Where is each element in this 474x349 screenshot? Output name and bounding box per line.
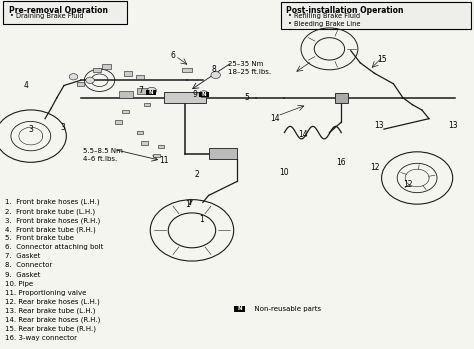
Text: 2.  Front brake tube (L.H.): 2. Front brake tube (L.H.) (5, 208, 95, 215)
Text: 25–35 Nm
18–25 ft.lbs.: 25–35 Nm 18–25 ft.lbs. (228, 61, 271, 75)
Text: 12: 12 (403, 180, 412, 190)
Bar (153, 154, 160, 157)
Text: 16. 3-way connector: 16. 3-way connector (5, 335, 77, 341)
Bar (118, 91, 133, 98)
Text: 5.  Front brake tube: 5. Front brake tube (5, 235, 73, 241)
Text: N: N (148, 90, 153, 95)
Text: 15: 15 (377, 55, 386, 64)
Bar (115, 120, 122, 124)
Bar (335, 93, 348, 103)
Text: 3.  Front brake hoses (R.H.): 3. Front brake hoses (R.H.) (5, 217, 100, 224)
Circle shape (86, 77, 94, 83)
Text: 14: 14 (299, 130, 308, 139)
Text: 5: 5 (244, 93, 249, 102)
Bar (137, 131, 143, 134)
Text: 13: 13 (448, 121, 457, 130)
Text: 7.  Gasket: 7. Gasket (5, 253, 40, 259)
Text: 4: 4 (24, 81, 28, 90)
Text: 9.  Gasket: 9. Gasket (5, 272, 40, 277)
Text: 1: 1 (199, 215, 204, 224)
Bar (144, 103, 150, 106)
Bar (124, 71, 132, 75)
Bar (234, 306, 245, 312)
Text: 2: 2 (194, 170, 199, 179)
Text: 6.  Connector attaching bolt: 6. Connector attaching bolt (5, 244, 103, 250)
Text: Non-reusable parts: Non-reusable parts (250, 306, 321, 312)
Text: 10. Pipe: 10. Pipe (5, 281, 33, 287)
Bar (102, 64, 111, 68)
Text: 13: 13 (374, 121, 384, 130)
Bar (141, 141, 148, 145)
Circle shape (69, 74, 78, 80)
Bar (146, 90, 156, 95)
Bar (136, 75, 144, 79)
Text: • Draining Brake Fluid: • Draining Brake Fluid (10, 13, 84, 19)
Bar (77, 82, 84, 86)
Bar (209, 148, 237, 159)
Text: 3: 3 (28, 125, 33, 134)
Text: 15. Rear brake tube (R.H.): 15. Rear brake tube (R.H.) (5, 326, 96, 333)
Bar (122, 110, 129, 113)
Bar (199, 91, 209, 97)
Text: 6: 6 (171, 51, 175, 60)
Circle shape (199, 91, 209, 98)
FancyBboxPatch shape (3, 1, 127, 24)
Text: 9: 9 (193, 90, 198, 99)
Text: 11: 11 (159, 156, 168, 165)
Text: 1: 1 (185, 200, 190, 209)
Circle shape (211, 72, 220, 79)
Text: 1.  Front brake hoses (L.H.): 1. Front brake hoses (L.H.) (5, 199, 100, 206)
Bar (158, 145, 164, 148)
Text: 14: 14 (270, 114, 280, 123)
Bar (182, 68, 192, 72)
Bar (137, 88, 152, 94)
Text: Post-installation Operation: Post-installation Operation (286, 6, 403, 15)
Bar (93, 68, 101, 72)
Text: 11. Proportioning valve: 11. Proportioning valve (5, 290, 86, 296)
Text: 4.  Front brake tube (R.H.): 4. Front brake tube (R.H.) (5, 226, 95, 233)
Text: N: N (201, 92, 206, 97)
Text: • Refilling Brake Fluid: • Refilling Brake Fluid (288, 13, 360, 19)
Text: Pre-removal Operation: Pre-removal Operation (9, 6, 108, 15)
Text: 16: 16 (337, 158, 346, 167)
Text: 8.  Connector: 8. Connector (5, 262, 52, 268)
Bar (164, 92, 206, 103)
Text: 7: 7 (139, 86, 144, 95)
FancyBboxPatch shape (281, 2, 471, 29)
Text: 12. Rear brake hoses (L.H.): 12. Rear brake hoses (L.H.) (5, 299, 100, 305)
Text: 8: 8 (212, 65, 217, 74)
Text: 5.5–8.5 Nm
4–6 ft.lbs.: 5.5–8.5 Nm 4–6 ft.lbs. (83, 148, 123, 162)
Text: 10: 10 (280, 168, 289, 177)
Text: • Bleeding Brake Line: • Bleeding Brake Line (288, 21, 360, 27)
Circle shape (147, 87, 156, 94)
Text: 3: 3 (61, 123, 65, 132)
Text: 12: 12 (370, 163, 379, 172)
Text: 14. Rear brake hoses (R.H.): 14. Rear brake hoses (R.H.) (5, 317, 100, 324)
Text: N: N (237, 306, 242, 311)
Text: 13. Rear brake tube (L.H.): 13. Rear brake tube (L.H.) (5, 308, 95, 314)
